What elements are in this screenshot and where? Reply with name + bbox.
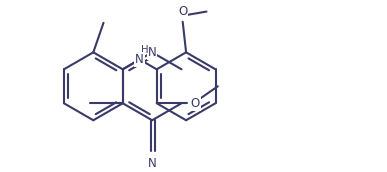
Text: H: H [141, 45, 149, 55]
Text: N: N [148, 157, 157, 170]
Text: N: N [135, 53, 144, 66]
Text: O: O [178, 5, 187, 18]
Text: O: O [191, 97, 200, 110]
Text: N: N [148, 46, 156, 59]
